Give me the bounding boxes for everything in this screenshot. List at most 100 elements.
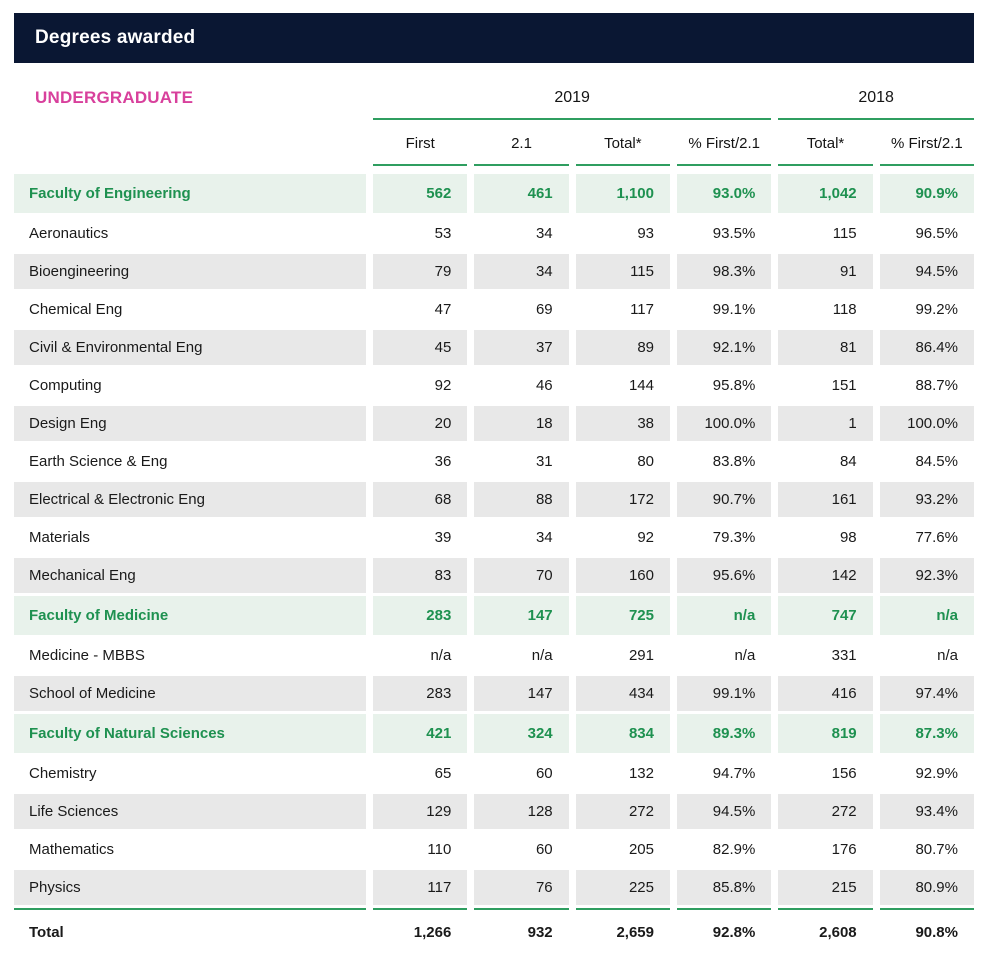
header-divider-row — [14, 164, 974, 166]
cell: 34 — [474, 254, 569, 289]
cell: 99.1% — [677, 676, 772, 711]
cell: n/a — [430, 647, 452, 664]
cell: 60 — [535, 841, 553, 858]
cell: 90.9% — [879, 174, 974, 213]
cell: 147 — [474, 676, 569, 711]
cell: 225 — [575, 870, 670, 905]
cell: 324 — [474, 714, 569, 753]
column-header-row: First 2.1 Total* % First/2.1 Total* % First/2… — [14, 122, 974, 164]
cell: 94.5% — [677, 794, 772, 829]
table-row: Mechanical Eng 83 70 160 95.6% 142 92.3% — [14, 558, 974, 593]
divider-line — [879, 908, 974, 910]
row-label: Chemistry — [29, 765, 97, 782]
divider-line — [778, 908, 873, 910]
cell: 45 — [373, 330, 468, 365]
cell: 83.8% — [712, 453, 756, 470]
cell: 92 — [637, 529, 654, 546]
cell: 47 — [434, 301, 452, 318]
total-divider-row — [14, 908, 974, 910]
cell: 834 — [575, 714, 670, 753]
table-row: Materials 39 34 92 79.3% 98 77.6% — [14, 520, 974, 555]
cell: 95.8% — [712, 377, 756, 394]
cell: 272 — [778, 794, 873, 829]
cell: 562 — [373, 174, 468, 213]
cell: 205 — [628, 841, 654, 858]
cell: 93.5% — [712, 225, 756, 242]
row-label: Total — [29, 923, 64, 941]
cell: 68 — [373, 482, 468, 517]
cell: 37 — [474, 330, 569, 365]
table-row: Faculty of Engineering 562 461 1,100 93.0% 1,… — [14, 174, 974, 213]
divider-line — [474, 908, 569, 910]
table-row: Bioengineering 79 34 115 98.3% 91 94.5% — [14, 254, 974, 289]
cell: 117 — [630, 301, 654, 318]
cell: 92 — [434, 377, 452, 394]
cell: 98 — [839, 529, 857, 546]
divider-line — [778, 118, 974, 120]
cell: 92.1% — [677, 330, 772, 365]
cell: 77.6% — [915, 529, 958, 546]
table-row: Faculty of Medicine 283 147 725 n/a 747 n/a — [14, 596, 974, 635]
cell: 932 — [527, 923, 553, 941]
cell: 69 — [535, 301, 553, 318]
cell: n/a — [879, 596, 974, 635]
cell: 96.5% — [915, 225, 958, 242]
divider-line — [373, 164, 468, 166]
divider-line — [474, 164, 569, 166]
divider-line — [879, 164, 974, 166]
spacer — [14, 164, 366, 166]
column-header: First — [405, 134, 435, 152]
divider-line — [373, 908, 468, 910]
table-body: Faculty of Engineering 562 461 1,100 93.0% 1,… — [14, 174, 974, 905]
row-label: Bioengineering — [14, 254, 366, 289]
cell: 76 — [474, 870, 569, 905]
cell: 128 — [474, 794, 569, 829]
cell: 97.4% — [879, 676, 974, 711]
cell: 461 — [474, 174, 569, 213]
cell: 115 — [832, 225, 857, 242]
row-label: Design Eng — [14, 406, 366, 441]
cell: 117 — [373, 870, 468, 905]
page-title: Degrees awarded — [35, 27, 196, 48]
cell: 80.7% — [915, 841, 958, 858]
cell: n/a — [734, 647, 756, 664]
row-label: Chemical Eng — [29, 301, 123, 318]
divider-line — [575, 908, 670, 910]
cell: 132 — [628, 765, 654, 782]
divider-line — [373, 118, 772, 120]
row-label: Materials — [29, 529, 90, 546]
column-header: % First/2.1 — [890, 134, 963, 152]
cell: 129 — [373, 794, 468, 829]
row-label: Mechanical Eng — [14, 558, 366, 593]
row-label: Faculty of Natural Sciences — [14, 714, 366, 753]
spacer — [14, 118, 366, 120]
cell: 39 — [434, 529, 452, 546]
degrees-table: UNDERGRADUATE 2019 2018 First 2.1 Total* % … — [14, 78, 974, 954]
table-row: Electrical & Electronic Eng 68 88 172 90.7% 1… — [14, 482, 974, 517]
cell: 416 — [778, 676, 873, 711]
table-row: Faculty of Natural Sciences 421 324 834 89.3… — [14, 714, 974, 753]
cell: 88.7% — [915, 377, 958, 394]
row-label: Civil & Environmental Eng — [14, 330, 366, 365]
cell: 144 — [628, 377, 654, 394]
cell: 156 — [831, 765, 857, 782]
year-divider-row — [14, 118, 974, 120]
cell: 118 — [832, 301, 857, 318]
cell: 2,608 — [819, 923, 857, 941]
cell: 2,659 — [616, 923, 654, 941]
row-label: Mathematics — [29, 841, 115, 858]
cell: 84.5% — [915, 453, 958, 470]
row-label: Faculty of Engineering — [14, 174, 366, 213]
cell: 99.1% — [712, 301, 756, 318]
cell: 142 — [778, 558, 873, 593]
cell: 93 — [637, 225, 654, 242]
cell: 79 — [373, 254, 468, 289]
cell: n/a — [677, 596, 772, 635]
cell: 747 — [778, 596, 873, 635]
cell: 84 — [839, 453, 857, 470]
section-label: UNDERGRADUATE — [35, 88, 194, 107]
cell: 160 — [575, 558, 670, 593]
year-header-row: UNDERGRADUATE 2019 2018 — [14, 78, 974, 118]
table-row: Chemical Eng 47 69 117 99.1% 118 99.2% — [14, 292, 974, 327]
table-row: Civil & Environmental Eng 45 37 89 92.1% 81 86… — [14, 330, 974, 365]
